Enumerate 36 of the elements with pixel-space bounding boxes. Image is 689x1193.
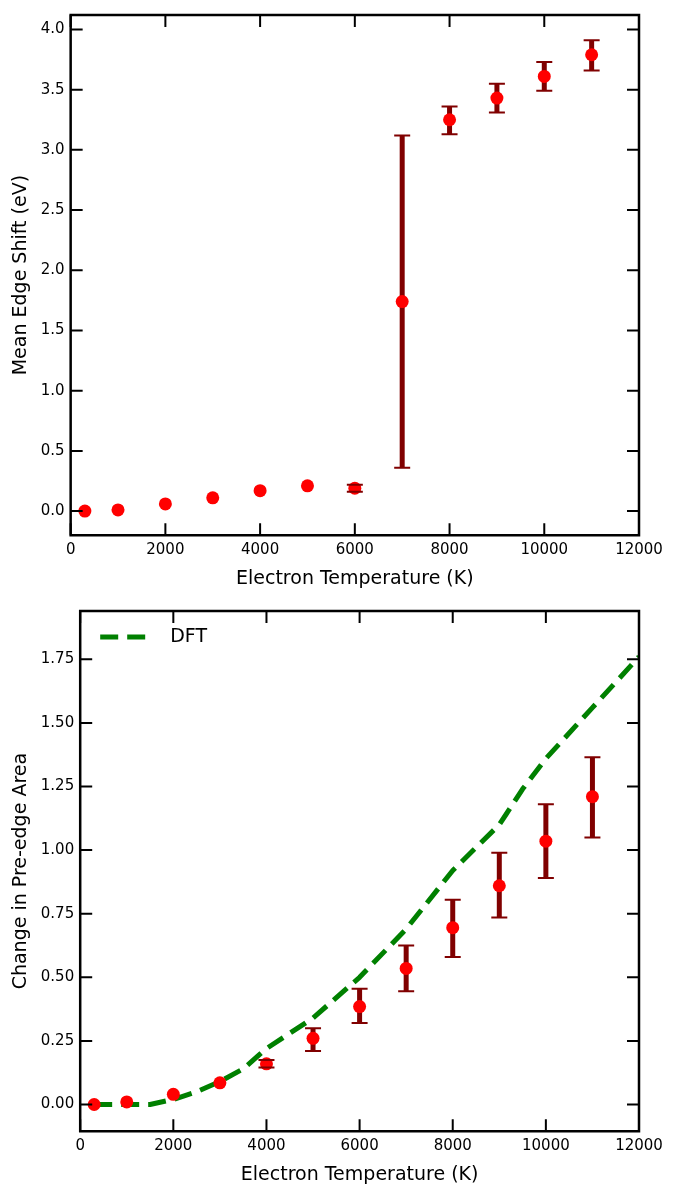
x-tick-label: 4000 bbox=[247, 1136, 286, 1155]
x-tick-label: 12000 bbox=[615, 1136, 663, 1155]
x-tick-label: 8000 bbox=[430, 540, 469, 559]
y-tick-label: 1.50 bbox=[40, 712, 75, 731]
legend-label: DFT bbox=[170, 623, 208, 646]
x-tick-label: 4000 bbox=[241, 540, 280, 559]
y-tick-label: 0.00 bbox=[40, 1094, 75, 1113]
y-tick-label: 2.0 bbox=[40, 260, 65, 279]
y-tick-label: 2.5 bbox=[40, 199, 65, 218]
y-tick-label: 4.0 bbox=[40, 19, 65, 38]
x-tick-label: 6000 bbox=[340, 1136, 379, 1155]
x-tick-label: 0 bbox=[65, 540, 76, 559]
y-tick-label: 1.25 bbox=[40, 776, 75, 795]
x-tick-label: 12000 bbox=[615, 540, 663, 559]
x-tick-label: 0 bbox=[75, 1136, 85, 1155]
y-tick-label: 1.00 bbox=[40, 840, 75, 858]
y-tick-label: 1.0 bbox=[40, 380, 65, 399]
y-tick-label: 0.25 bbox=[40, 1030, 75, 1049]
x-tick-label: 10000 bbox=[520, 540, 569, 559]
x-axis-title: Electron Temperature (K) bbox=[236, 565, 474, 588]
x-tick-label: 2000 bbox=[146, 540, 185, 559]
y-tick-label: 3.0 bbox=[40, 139, 65, 158]
x-tick-label: 8000 bbox=[433, 1136, 472, 1155]
y-tick-label: 1.75 bbox=[40, 649, 75, 668]
x-tick-label: 2000 bbox=[154, 1136, 193, 1155]
x-tick-label: 6000 bbox=[335, 540, 374, 559]
y-tick-label: 0.50 bbox=[40, 967, 75, 986]
y-tick-label: 3.5 bbox=[40, 79, 65, 98]
y-axis-title: Mean Edge Shift (eV) bbox=[8, 174, 31, 376]
y-tick-label: 1.5 bbox=[40, 320, 65, 339]
y-tick-label: 0.75 bbox=[40, 903, 75, 922]
y-tick-label: 0.0 bbox=[40, 501, 65, 520]
x-tick-label: 10000 bbox=[522, 1136, 570, 1155]
x-axis-title: Electron Temperature (K) bbox=[240, 1161, 479, 1184]
y-axis-title: Change in Pre-edge Area bbox=[8, 752, 31, 990]
y-tick-label: 0.5 bbox=[40, 440, 65, 459]
